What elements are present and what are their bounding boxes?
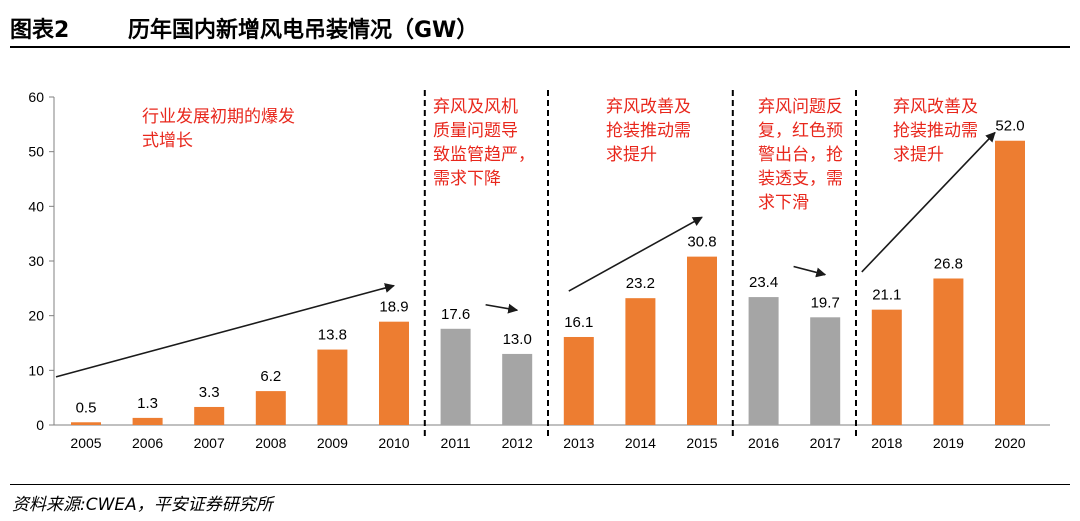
- figure-number: 图表2: [10, 18, 70, 43]
- trend-arrow: [485, 303, 519, 314]
- x-axis-ticks: 2005 2006 2007 2008 2009 2010 2011 2012 2013 2014…: [70, 435, 1025, 451]
- value-label-2017: 19.7: [811, 294, 840, 311]
- trend-arrow: [568, 216, 703, 292]
- value-label-2006: 1.3: [137, 395, 158, 412]
- x-tick-label-2016: 2016: [748, 435, 779, 451]
- y-tick-label: 60: [28, 89, 44, 105]
- x-tick-label-2012: 2012: [502, 435, 533, 451]
- value-label-2005: 0.5: [76, 399, 97, 416]
- bar-2007: [194, 406, 225, 425]
- annotation-line: 抢装推动需: [606, 121, 691, 141]
- value-label-2014: 23.2: [626, 275, 655, 292]
- x-tick-label-2006: 2006: [132, 435, 163, 451]
- annotation-line: 弃风问题反: [758, 97, 843, 117]
- header-rule: [10, 46, 1070, 48]
- x-tick-label-2008: 2008: [255, 435, 286, 451]
- phase-annotation-5: 弃风改善及抢装推动需求提升: [893, 97, 978, 165]
- y-tick-label: 50: [28, 144, 44, 160]
- y-tick-label: 10: [28, 362, 44, 378]
- phase-annotation-3: 弃风改善及抢装推动需求提升: [606, 97, 691, 165]
- figure-header: 图表2 历年国内新增风电吊装情况（GW）: [10, 8, 1070, 44]
- value-label-2013: 16.1: [564, 314, 593, 331]
- phase-annotation-2: 弃风及风机质量问题导致监管趋严， 需求下降: [433, 97, 535, 189]
- y-tick-label: 30: [28, 253, 44, 269]
- value-label-2016: 23.4: [749, 274, 778, 291]
- x-tick-label-2005: 2005: [70, 435, 101, 451]
- annotation-line: 弃风及风机: [433, 97, 518, 117]
- bar-2019: [933, 278, 964, 425]
- value-label-2011: 17.6: [441, 306, 470, 323]
- x-tick-label-2017: 2017: [810, 435, 841, 451]
- y-axis-ticks: 0 10 20 30 40 50 60: [28, 89, 54, 433]
- value-label-2008: 6.2: [260, 368, 281, 385]
- trend-arrow: [55, 283, 395, 378]
- x-tick-label-2007: 2007: [194, 435, 225, 451]
- bar-2012: [502, 353, 533, 425]
- bar-2008: [255, 391, 286, 425]
- annotation-line: 弃风改善及: [606, 97, 691, 117]
- bar-2013: [563, 336, 594, 425]
- x-tick-label-2019: 2019: [933, 435, 964, 451]
- phase-dividers: [423, 90, 857, 437]
- annotation-line: 质量问题导: [433, 121, 518, 141]
- value-label-2018: 21.1: [872, 287, 901, 304]
- footer-rule: [10, 484, 1070, 485]
- bar-2010: [379, 321, 409, 425]
- annotation-line: 求下滑: [758, 193, 809, 213]
- value-label-2009: 13.8: [318, 327, 347, 344]
- bar-2017: [810, 317, 841, 425]
- x-tick-label-2010: 2010: [378, 435, 409, 451]
- bar-2018: [871, 309, 902, 425]
- bar-2014: [625, 298, 656, 425]
- y-tick-label: 40: [28, 198, 44, 214]
- phase-annotation-4: 弃风问题反复，红色预警出台，抢装透支，需求下滑: [758, 97, 843, 213]
- y-tick-label: 0: [36, 417, 44, 433]
- trend-arrow: [861, 131, 996, 273]
- x-tick-label-2018: 2018: [871, 435, 902, 451]
- bar-2015: [687, 256, 717, 425]
- annotation-line: 抢装推动需: [893, 121, 978, 141]
- bar-2016: [748, 297, 779, 425]
- value-label-2020: 52.0: [995, 118, 1024, 135]
- value-label-2007: 3.3: [199, 384, 220, 401]
- x-tick-label-2015: 2015: [686, 435, 717, 451]
- annotation-line: 需求下降: [433, 169, 501, 189]
- bar-2009: [317, 349, 348, 425]
- bar-series: [71, 140, 1025, 425]
- value-labels: 0.5 1.3 3.3 6.2 13.8 18.9 17.6 13.0 16.1 23.2 30.8…: [76, 118, 1025, 417]
- phase-annotations: 行业发展初期的爆发式增长 弃风及风机质量问题导致监管趋严， 需求下降 弃风改善及抢装推…: [142, 97, 978, 213]
- value-label-2010: 18.9: [379, 299, 408, 316]
- annotation-line: 复，红色预: [758, 121, 843, 141]
- y-tick-label: 20: [28, 308, 44, 324]
- value-label-2019: 26.8: [934, 255, 963, 272]
- x-tick-label-2009: 2009: [317, 435, 348, 451]
- bar-2005: [71, 422, 101, 425]
- annotation-line: 致监管趋严，: [433, 145, 535, 165]
- annotation-line: 弃风改善及: [893, 97, 978, 117]
- value-label-2015: 30.8: [687, 234, 716, 251]
- bar-2006: [132, 417, 163, 425]
- phase-annotation-1: 行业发展初期的爆发式增长: [142, 107, 295, 151]
- annotation-line: 求提升: [893, 145, 944, 165]
- bar-2020: [995, 140, 1025, 425]
- value-label-2012: 13.0: [503, 331, 532, 348]
- annotation-line: 求提升: [606, 145, 657, 165]
- x-tick-label-2014: 2014: [625, 435, 656, 451]
- annotation-line: 警出台，抢: [758, 145, 843, 165]
- annotation-line: 式增长: [142, 131, 193, 151]
- chart-title: 历年国内新增风电吊装情况（GW）: [128, 18, 479, 43]
- bar-2011: [440, 328, 471, 425]
- x-tick-label-2013: 2013: [563, 435, 594, 451]
- source-note: 资料来源:CWEA，平安证券研究所: [12, 495, 273, 515]
- trend-arrow: [793, 265, 827, 278]
- trend-arrows: [55, 131, 996, 378]
- annotation-line: 装透支，需: [758, 169, 843, 189]
- annotation-line: 行业发展初期的爆发: [142, 107, 295, 127]
- x-tick-label-2011: 2011: [441, 435, 471, 451]
- x-tick-label-2020: 2020: [994, 435, 1025, 451]
